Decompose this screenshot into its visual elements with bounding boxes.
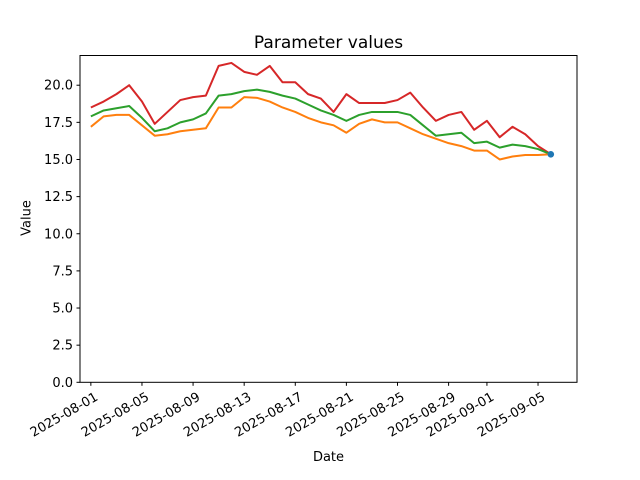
series-red-line xyxy=(90,61,552,156)
chart-title: Parameter values xyxy=(253,33,404,53)
x-axis-label: Date xyxy=(312,450,345,465)
series-orange-line xyxy=(90,96,551,161)
series-green-line xyxy=(90,88,552,156)
y-tick-label: 20.0 xyxy=(44,79,73,94)
y-tick-label: 12.5 xyxy=(44,190,73,205)
y-tick-label: 0.0 xyxy=(52,376,73,391)
end-point-marker xyxy=(547,150,555,158)
y-tick-label: 7.5 xyxy=(52,264,73,279)
y-tick-label: 10.0 xyxy=(44,227,73,242)
y-tick-label: 5.0 xyxy=(52,302,73,317)
y-axis-label: Value xyxy=(19,200,35,236)
y-tick-label: 2.5 xyxy=(52,339,73,354)
y-tick-label: 17.5 xyxy=(44,116,73,131)
plot-area xyxy=(79,55,578,383)
y-tick-label: 15.0 xyxy=(44,153,73,168)
